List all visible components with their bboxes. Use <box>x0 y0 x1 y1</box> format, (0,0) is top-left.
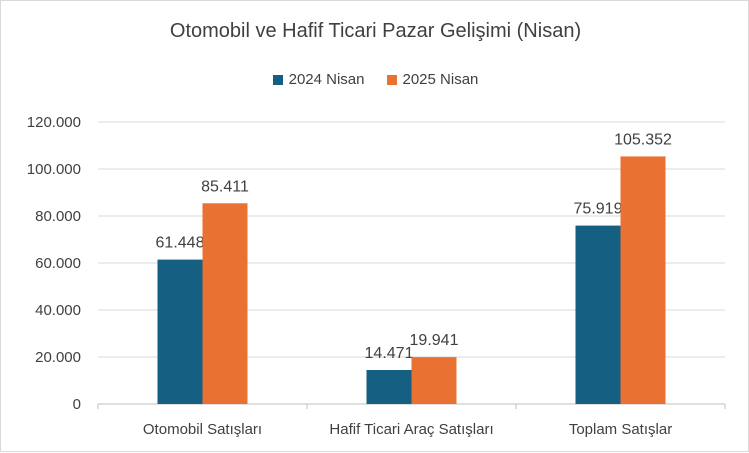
data-label-series-2-2: 105.352 <box>614 131 672 148</box>
bar-series-1-1 <box>366 369 412 404</box>
legend-item-series-1: 2024 Nisan <box>272 71 365 88</box>
data-label-series-2-0: 85.411 <box>201 178 249 195</box>
legend-label-series-2: 2025 Nisan <box>402 71 479 88</box>
x-tick-label-1: Hafif Ticari Araç Satışları <box>329 421 493 438</box>
bar-series-2-1 <box>411 357 457 404</box>
data-label-series-2-1: 19.941 <box>410 332 459 349</box>
legend-swatch-series-2 <box>386 74 397 85</box>
data-label-series-1-1: 14.471 <box>365 345 414 362</box>
chart-title: Otomobil ve Hafif Ticari Pazar Gelişimi … <box>169 20 582 42</box>
legend-swatch-series-1 <box>272 74 283 85</box>
y-tick-label-4: 80.000 <box>35 208 81 225</box>
legend-item-series-2: 2025 Nisan <box>386 71 479 88</box>
data-label-series-1-2: 75.919 <box>574 201 623 218</box>
bar-series-1-0 <box>157 259 203 404</box>
legend-label-series-1: 2024 Nisan <box>288 71 365 88</box>
x-tick-label-0: Otomobil Satışları <box>143 421 262 438</box>
y-tick-label-3: 60.000 <box>35 255 81 272</box>
y-tick-label-5: 100.000 <box>27 161 81 178</box>
data-label-series-1-0: 61.448 <box>156 235 205 252</box>
bar-series-2-2 <box>620 156 666 404</box>
legend: 2024 Nisan 2025 Nisan <box>1 71 749 88</box>
y-tick-label-0: 0 <box>73 396 81 413</box>
bar-series-2-0 <box>202 203 248 404</box>
bar-series-1-2 <box>575 225 621 404</box>
y-tick-label-2: 40.000 <box>35 302 81 319</box>
y-tick-label-1: 20.000 <box>35 349 81 366</box>
y-tick-label-6: 120.000 <box>27 114 81 131</box>
x-tick-label-2: Toplam Satışlar <box>569 421 672 438</box>
